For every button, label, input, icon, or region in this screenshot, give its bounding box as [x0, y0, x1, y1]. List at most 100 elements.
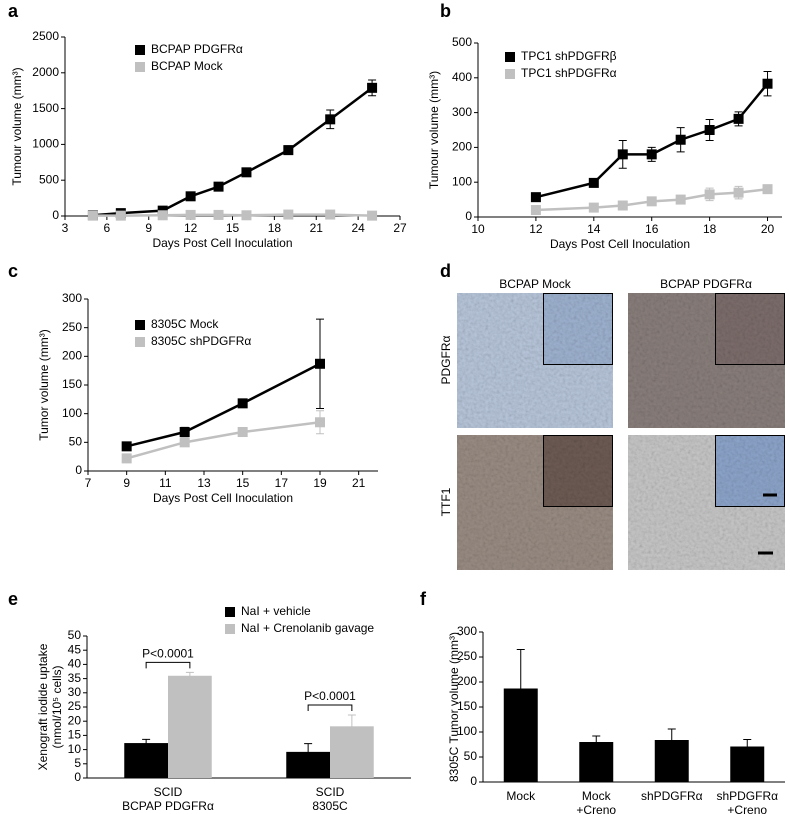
y-tick-label: 50: [68, 628, 82, 642]
marker: [325, 114, 336, 125]
x-tick-label: 3: [62, 221, 69, 235]
y-tick-label: 0: [75, 463, 82, 477]
x-tick-label: shPDGFRα: [641, 789, 703, 803]
y-tick-label: 5: [74, 756, 81, 770]
bracket: [307, 704, 353, 711]
y-tick-label: 0: [74, 770, 81, 784]
marker: [157, 210, 168, 221]
x-axis-label: Days Post Cell Inoculation: [550, 237, 690, 251]
marker: [315, 417, 325, 428]
y-axis-label: Tumour volume (mm³): [427, 71, 441, 189]
y-tick-label: 500: [452, 35, 472, 49]
y-tick-label: 35: [68, 671, 82, 685]
x-tick-label: +Creno: [727, 803, 767, 814]
y-tick-label: 500: [39, 172, 59, 186]
y-tick-label: 150: [62, 377, 82, 391]
y-tick-label: 400: [452, 70, 472, 84]
marker: [675, 194, 686, 205]
marker: [121, 453, 132, 464]
x-tick-label: Mock: [506, 789, 536, 803]
marker: [530, 192, 541, 203]
x-tick-label: SCID: [154, 785, 183, 799]
x-tick-label: SCID: [316, 785, 345, 799]
legend-label: 8305C shPDGFRα: [151, 334, 251, 348]
x-tick-label: 8305C: [312, 799, 348, 813]
marker: [241, 210, 252, 221]
x-tick-label: 13: [197, 476, 211, 490]
marker: [646, 149, 657, 160]
x-tick-label: 24: [351, 221, 365, 235]
y-tick-label: 15: [68, 728, 82, 742]
marker: [704, 125, 715, 135]
marker: [237, 427, 248, 438]
legend-label: 8305C Mock: [151, 317, 219, 331]
marker: [646, 196, 657, 207]
y-tick-label: 45: [68, 642, 82, 656]
x-axis-label: Days Post Cell Inoculation: [152, 236, 292, 250]
marker: [283, 145, 294, 156]
y-tick-label: 300: [457, 624, 477, 638]
x-tick-label: 15: [226, 221, 240, 235]
y-axis-label: Xenograft iodide uptake: [36, 643, 50, 770]
error-bar: [304, 743, 313, 761]
error-bar: [592, 735, 601, 748]
x-tick-label: 10: [471, 222, 485, 236]
annotation: P<0.0001: [142, 647, 194, 661]
y-tick-label: 0: [52, 208, 59, 222]
inset: [542, 292, 614, 366]
column-header: BCPAP PDGFRα: [660, 277, 752, 291]
error-bar: [667, 728, 676, 751]
bar: [168, 675, 212, 778]
marker: [530, 205, 541, 216]
y-tick-label: 1500: [32, 101, 59, 115]
marker: [283, 209, 294, 220]
y-tick-label: 2000: [32, 65, 59, 79]
marker: [762, 184, 773, 195]
x-tick-label: 12: [529, 222, 543, 236]
y-tick-label: 200: [62, 349, 82, 363]
y-tick-label: 100: [457, 724, 477, 738]
series-line: [126, 362, 321, 448]
y-tick-label: 40: [68, 657, 82, 671]
y-tick-label: 30: [68, 685, 82, 699]
panel-label: a: [8, 1, 19, 21]
legend-swatch: [135, 320, 145, 330]
marker: [179, 427, 190, 438]
y-tick-label: 50: [464, 749, 478, 763]
y-tick-label: 20: [68, 713, 82, 727]
x-tick-label: shPDGFRα: [716, 789, 778, 803]
y-tick-label: 100: [452, 174, 472, 188]
error-bar: [185, 671, 194, 680]
marker: [617, 200, 628, 211]
x-tick-label: 12: [184, 221, 198, 235]
panel-label: b: [440, 1, 451, 21]
y-tick-label: 300: [62, 291, 82, 305]
x-axis-label: Days Post Cell Inoculation: [153, 491, 293, 505]
x-tick-label: 19: [313, 476, 327, 490]
y-axis-label: Tumor volume (mm³): [37, 329, 51, 441]
legend-swatch: [505, 52, 515, 62]
legend-swatch: [225, 607, 235, 617]
y-tick-label: 1000: [32, 137, 59, 151]
bar: [579, 742, 614, 782]
marker: [704, 189, 715, 200]
x-tick-label: 16: [645, 222, 659, 236]
x-tick-label: 15: [236, 476, 250, 490]
error-bar: [743, 739, 752, 754]
series-line: [535, 82, 769, 199]
y-tick-label: 200: [457, 674, 477, 688]
legend-label: BCPAP Mock: [151, 59, 224, 73]
x-tick-label: 11: [159, 476, 172, 490]
error-bar: [516, 649, 525, 728]
marker: [325, 209, 336, 220]
panel-label: f: [420, 589, 427, 609]
x-tick-label: 7: [85, 476, 92, 490]
marker: [617, 149, 628, 160]
row-header: PDGFRα: [439, 335, 453, 384]
legend-swatch: [505, 69, 515, 79]
legend-swatch: [225, 624, 235, 634]
x-tick-label: 27: [393, 221, 407, 235]
marker: [115, 210, 126, 221]
legend-label: BCPAP PDGFRα: [151, 42, 243, 56]
